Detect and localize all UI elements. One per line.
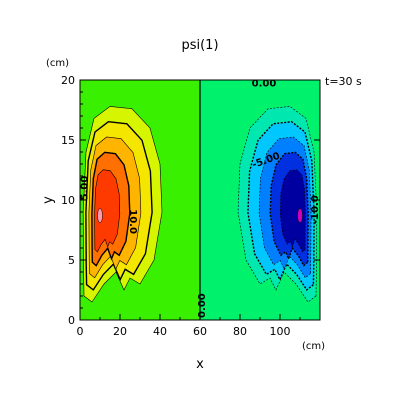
chart-title: psi(1)	[181, 38, 218, 53]
minimum-core	[297, 208, 303, 223]
contour-label: 10.0	[127, 209, 138, 234]
x-tick-label: 20	[113, 325, 127, 338]
x-tick-label: 60	[193, 325, 207, 338]
time-annotation: t=30 s	[325, 75, 362, 88]
x-tick-label: 80	[233, 325, 247, 338]
positive-contour-level-5	[94, 169, 121, 253]
y-tick-label: 5	[68, 254, 75, 267]
x-tick-label: 40	[153, 325, 167, 338]
y-unit-label: (cm)	[46, 58, 69, 69]
axis-ticks: 0 20 40 60 80 100 0 5 10 15 20	[61, 74, 320, 338]
contour-label: 0.00	[252, 79, 277, 90]
contour-field	[80, 80, 320, 320]
plot-frame	[79, 79, 321, 321]
contour-label: -10.0	[310, 195, 321, 224]
x-unit-label: (cm)	[302, 341, 325, 352]
y-tick-label: 10	[61, 194, 75, 207]
x-tick-label: 100	[270, 325, 291, 338]
maximum-core	[97, 208, 103, 223]
x-tick-label: 0	[77, 325, 84, 338]
negative-contour-level-5	[279, 169, 306, 253]
contour-label: 5.00	[80, 176, 91, 201]
y-tick-label: 15	[61, 134, 75, 147]
x-axis-label: x	[196, 357, 204, 372]
y-tick-label: 0	[68, 314, 75, 327]
contour-label: 0.00	[197, 293, 208, 318]
y-axis-label: y	[41, 196, 56, 204]
y-tick-label: 20	[61, 74, 75, 87]
